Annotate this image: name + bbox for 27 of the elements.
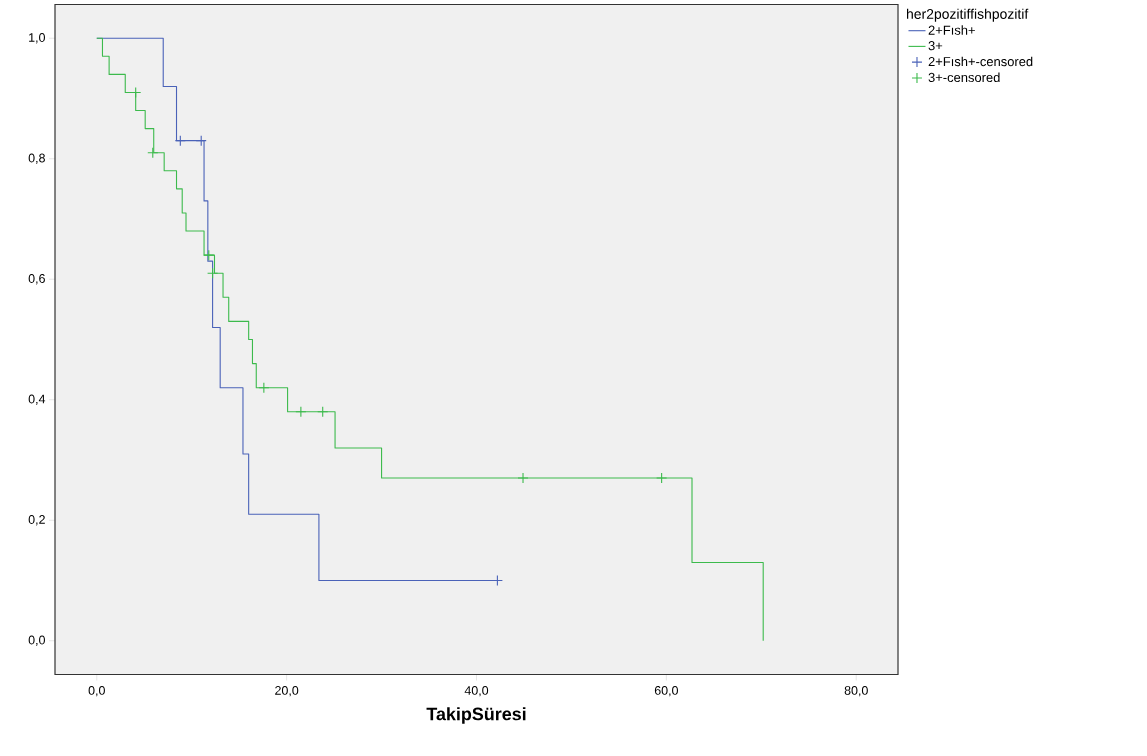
y-tick-label: 0,6 [28,274,45,285]
legend-label: 3+-censored [928,72,1000,83]
point [195,135,207,147]
y-tick-label: 0,4 [28,394,46,405]
point [656,472,668,484]
legend-label: 2+Fısh+ [928,25,975,35]
legend-title: her2pozitiffishpozitif [907,8,1029,22]
point [517,472,529,484]
x-tick-label: 60,0 [654,686,678,697]
legend-label: 2+Fısh+-censored [928,56,1033,67]
y-tick-label: 0,8 [28,153,45,164]
x-tick-label: 40,0 [464,686,489,697]
point [258,382,270,394]
point [174,135,186,147]
x-tick-label: 80,0 [844,686,868,697]
y-tick-label: 0,0 [28,635,45,646]
y-tick-label: 1,0 [29,33,45,44]
y-tick-label: 0,2 [28,515,45,526]
x-tick-label: 20,0 [275,686,299,697]
point [207,267,219,279]
x-tick-label: 0,0 [88,686,105,697]
point [203,249,215,261]
x-axis-title: TakipSüresi [426,707,526,724]
legend-label: 3+ [928,41,943,51]
point [147,147,159,159]
point [295,406,307,418]
point [317,406,329,418]
